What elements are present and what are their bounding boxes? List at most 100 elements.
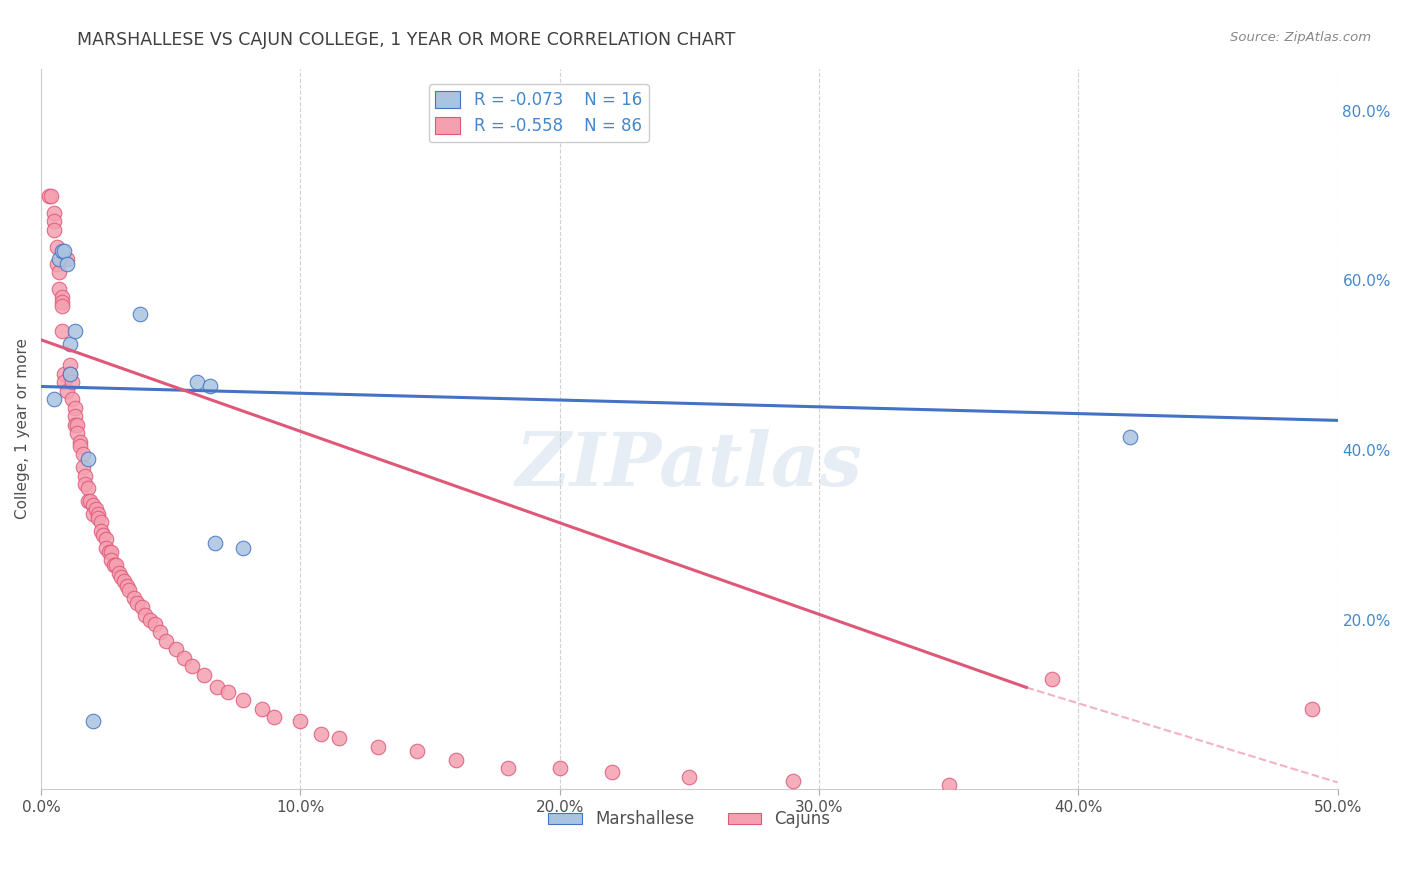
Point bbox=[193, 667, 215, 681]
Point bbox=[309, 727, 332, 741]
Point bbox=[48, 252, 70, 267]
Point bbox=[124, 591, 146, 606]
Point bbox=[53, 244, 76, 258]
Point bbox=[63, 401, 86, 415]
Point bbox=[53, 376, 76, 390]
Point bbox=[134, 608, 156, 623]
Point bbox=[155, 633, 177, 648]
Point bbox=[782, 773, 804, 788]
Point bbox=[56, 252, 79, 267]
Point bbox=[232, 693, 254, 707]
Point bbox=[217, 684, 239, 698]
Point bbox=[93, 528, 115, 542]
Point bbox=[42, 392, 65, 407]
Point bbox=[110, 570, 132, 584]
Point bbox=[938, 778, 960, 792]
Point bbox=[51, 324, 73, 338]
Point bbox=[131, 599, 153, 614]
Point bbox=[444, 753, 467, 767]
Point bbox=[108, 566, 131, 580]
Point bbox=[263, 710, 285, 724]
Point bbox=[42, 222, 65, 236]
Point bbox=[42, 205, 65, 219]
Point bbox=[1119, 430, 1142, 444]
Text: Source: ZipAtlas.com: Source: ZipAtlas.com bbox=[1230, 31, 1371, 45]
Point bbox=[72, 447, 94, 461]
Point bbox=[90, 524, 112, 538]
Point bbox=[180, 659, 202, 673]
Point bbox=[87, 507, 110, 521]
Point bbox=[90, 515, 112, 529]
Point bbox=[125, 596, 148, 610]
Point bbox=[207, 681, 229, 695]
Point bbox=[87, 511, 110, 525]
Point bbox=[56, 384, 79, 398]
Point bbox=[406, 744, 429, 758]
Point bbox=[38, 188, 60, 202]
Point bbox=[115, 579, 138, 593]
Point bbox=[496, 761, 519, 775]
Point bbox=[72, 460, 94, 475]
Point bbox=[56, 256, 79, 270]
Point bbox=[59, 367, 82, 381]
Point bbox=[48, 265, 70, 279]
Point bbox=[76, 451, 98, 466]
Point bbox=[100, 545, 122, 559]
Point bbox=[149, 625, 172, 640]
Point bbox=[94, 532, 117, 546]
Point bbox=[66, 417, 89, 432]
Point bbox=[186, 376, 208, 390]
Point bbox=[143, 616, 166, 631]
Point bbox=[678, 770, 700, 784]
Point bbox=[75, 468, 97, 483]
Point bbox=[53, 367, 76, 381]
Point bbox=[84, 502, 107, 516]
Point bbox=[76, 494, 98, 508]
Point bbox=[232, 541, 254, 555]
Point bbox=[51, 294, 73, 309]
Legend: Marshallese, Cajuns: Marshallese, Cajuns bbox=[541, 804, 837, 835]
Point bbox=[59, 367, 82, 381]
Point bbox=[60, 376, 83, 390]
Point bbox=[103, 558, 125, 572]
Point bbox=[45, 239, 67, 253]
Point bbox=[250, 701, 273, 715]
Point bbox=[1042, 672, 1064, 686]
Point bbox=[42, 214, 65, 228]
Point bbox=[69, 439, 91, 453]
Point bbox=[97, 545, 120, 559]
Point bbox=[328, 731, 350, 746]
Point bbox=[128, 307, 150, 321]
Point bbox=[105, 558, 128, 572]
Point bbox=[59, 337, 82, 351]
Point bbox=[367, 739, 389, 754]
Point bbox=[51, 244, 73, 258]
Point bbox=[100, 553, 122, 567]
Point bbox=[94, 541, 117, 555]
Point bbox=[63, 409, 86, 424]
Point bbox=[48, 282, 70, 296]
Point bbox=[82, 498, 104, 512]
Point bbox=[41, 188, 63, 202]
Point bbox=[75, 477, 97, 491]
Text: MARSHALLESE VS CAJUN COLLEGE, 1 YEAR OR MORE CORRELATION CHART: MARSHALLESE VS CAJUN COLLEGE, 1 YEAR OR … bbox=[77, 31, 735, 49]
Point bbox=[204, 536, 226, 550]
Point bbox=[59, 359, 82, 373]
Point bbox=[79, 494, 101, 508]
Point bbox=[63, 417, 86, 432]
Y-axis label: College, 1 year or more: College, 1 year or more bbox=[15, 338, 30, 519]
Point bbox=[82, 714, 104, 729]
Point bbox=[600, 765, 623, 780]
Point bbox=[66, 426, 89, 441]
Point bbox=[51, 290, 73, 304]
Point bbox=[69, 434, 91, 449]
Point bbox=[173, 650, 195, 665]
Point bbox=[548, 761, 571, 775]
Point bbox=[139, 613, 162, 627]
Point bbox=[165, 642, 187, 657]
Point bbox=[51, 299, 73, 313]
Point bbox=[112, 574, 135, 589]
Point bbox=[118, 582, 141, 597]
Point bbox=[45, 256, 67, 270]
Point bbox=[198, 379, 221, 393]
